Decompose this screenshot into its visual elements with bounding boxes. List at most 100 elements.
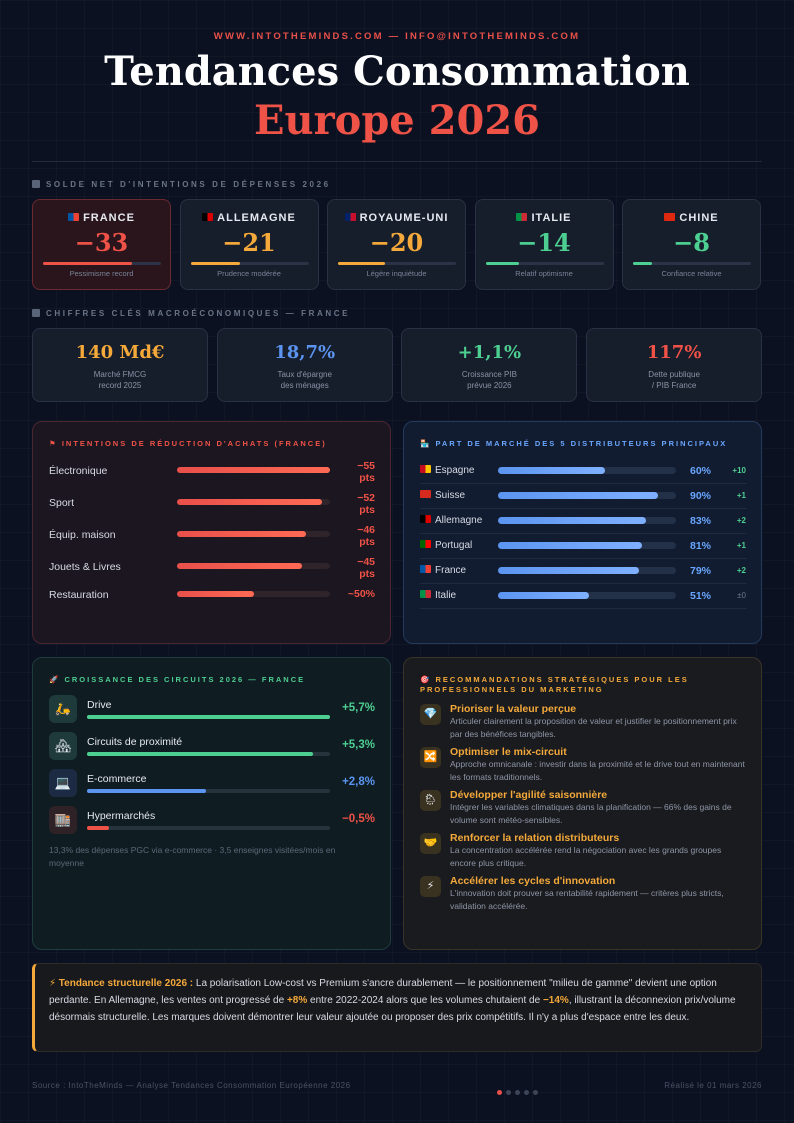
country-bar	[43, 262, 161, 265]
reduction-bar-fill	[177, 467, 330, 473]
country-bar	[633, 262, 751, 265]
country-bar-fill	[485, 262, 519, 265]
country-bar-fill	[633, 262, 652, 265]
channel-name: E-commerce	[87, 773, 147, 785]
flag-icon	[420, 565, 431, 573]
market-row: Allemagne 83% +2	[420, 509, 747, 534]
market-share-panel: 🏪 PART DE MARCHÉ DES 5 DISTRIBUTEURS PRI…	[403, 421, 762, 644]
reduction-bar-fill	[177, 531, 306, 537]
section-label-spending: SOLDE NET D'INTENTIONS DE DÉPENSES 2026	[32, 180, 331, 189]
channel-icon: 🏘	[49, 732, 77, 760]
country-name: FRANCE	[33, 212, 170, 224]
channel-bar	[87, 789, 330, 793]
country-card: ALLEMAGNE −21 Prudence modérée	[179, 199, 319, 290]
country-name: ITALIE	[476, 212, 613, 224]
reco-title: Développer l'agilité saisonnière	[450, 789, 608, 801]
trend-box: ⚡ Tendance structurelle 2026 : La polari…	[32, 963, 762, 1052]
reco-icon: ⚡	[420, 876, 441, 897]
country-card: ROYAUME-UNI −20 Légère inquiétude	[327, 199, 466, 290]
flag-icon	[420, 540, 431, 548]
market-row: Portugal 81% +1	[420, 534, 747, 559]
market-delta: +2	[736, 566, 746, 575]
market-row: Italie 51% ±0	[420, 584, 747, 609]
market-country: Portugal	[420, 540, 472, 551]
macro-value: 18,7%	[274, 342, 336, 363]
flag-icon	[202, 213, 214, 221]
section-label-macro: CHIFFRES CLÉS MACROÉCONOMIQUES — FRANCE	[32, 309, 350, 318]
market-pct: 51%	[690, 590, 712, 602]
market-bar-fill	[498, 467, 605, 474]
country-card: ITALIE −14 Relatif optimisme	[474, 199, 614, 290]
market-bar-fill	[498, 592, 589, 599]
market-delta: +10	[732, 466, 746, 475]
page-title: Tendances Consommation	[104, 48, 690, 95]
country-card: FRANCE −33 Pessimisme record	[32, 199, 171, 290]
contact-link[interactable]: WWW.INTOTHEMINDS.COM — INFO@INTOTHEMINDS…	[213, 31, 581, 42]
reduction-bar-fill	[177, 499, 323, 505]
store-icon: 🏪	[420, 439, 436, 448]
market-row: Suisse 90% +1	[420, 484, 747, 509]
trend-highlight: +8%	[286, 995, 308, 1006]
market-pct: 60%	[690, 465, 712, 477]
macro-label: Taux d'épargne des ménages	[277, 370, 332, 390]
target-icon: 🎯	[420, 675, 436, 684]
macro-label: Croissance PIB prévue 2026	[461, 370, 517, 390]
reco-icon: 🔀	[420, 747, 441, 768]
recommendations-panel: 🎯 RECOMMANDATIONS STRATÉGIQUES POUR LES …	[403, 657, 762, 950]
channel-icon: 🛵	[49, 695, 77, 723]
reco-title: Renforcer la relation distributeurs	[450, 832, 620, 844]
channel-value: +5,7%	[342, 702, 375, 714]
channels-title: 🚀 CROISSANCE DES CIRCUITS 2026 — FRANCE	[49, 675, 305, 684]
trend-lead: ⚡ Tendance structurelle 2026 :	[49, 978, 194, 989]
pagination-dots[interactable]	[493, 1082, 538, 1100]
page-dot[interactable]	[506, 1090, 511, 1095]
page-dot[interactable]	[515, 1090, 520, 1095]
market-delta: ±0	[737, 591, 746, 600]
country-bar	[190, 262, 309, 265]
reduction-bar	[177, 499, 330, 505]
reco-desc: L'innovation doit prouver sa rentabilité…	[450, 888, 724, 911]
reduction-bar	[177, 563, 330, 569]
macro-label: Dette publique / PIB France	[648, 370, 700, 390]
divider	[32, 161, 762, 162]
reduction-title-text: INTENTIONS DE RÉDUCTION D'ACHATS (FRANCE…	[61, 439, 327, 448]
market-bar	[498, 492, 676, 499]
market-bar	[498, 542, 676, 549]
reduction-panel: ⚑ INTENTIONS DE RÉDUCTION D'ACHATS (FRAN…	[32, 421, 391, 644]
country-bar-fill	[190, 262, 241, 265]
market-country: Espagne	[420, 465, 474, 476]
market-country: Italie	[420, 590, 456, 601]
footer-source: Source : IntoTheMinds — Analyse Tendance…	[32, 1081, 351, 1090]
page-dot[interactable]	[524, 1090, 529, 1095]
market-row: France 79% +2	[420, 559, 747, 584]
country-bar-fill	[338, 262, 386, 265]
channel-bar-fill	[87, 826, 109, 830]
market-bar	[498, 467, 676, 474]
reco-icon: 🤝	[420, 833, 441, 854]
reduction-bar	[177, 467, 330, 473]
macro-card: 18,7% Taux d'épargne des ménages	[216, 328, 393, 402]
macro-value: 140 Md€	[75, 342, 165, 363]
market-bar-fill	[498, 567, 639, 574]
reduction-label: Jouets & Livres	[49, 561, 121, 573]
page-dot[interactable]	[533, 1090, 538, 1095]
market-pct: 81%	[690, 540, 712, 552]
channels-note: 13,3% des dépenses PGC via e-commerce · …	[49, 845, 336, 868]
channel-value: −0,5%	[342, 813, 375, 825]
market-bar	[498, 517, 676, 524]
flag-icon: ⚑	[49, 439, 62, 448]
reduction-bar-fill	[177, 563, 303, 569]
country-note: Relatif optimisme	[515, 269, 573, 278]
country-value: −8	[673, 228, 710, 257]
reco-title: Prioriser la valeur perçue	[450, 703, 577, 715]
channel-icon: 🏬	[49, 806, 77, 834]
channel-bar-fill	[87, 752, 313, 756]
channel-bar	[87, 752, 330, 756]
channel-bar-fill	[87, 715, 330, 719]
footer-date: Réalisé le 01 mars 2026	[664, 1081, 762, 1090]
page-dot-active[interactable]	[497, 1090, 502, 1095]
flag-icon	[420, 515, 431, 523]
market-row: Espagne 60% +10	[420, 459, 747, 484]
channel-name: Circuits de proximité	[87, 736, 183, 748]
market-pct: 79%	[690, 565, 712, 577]
